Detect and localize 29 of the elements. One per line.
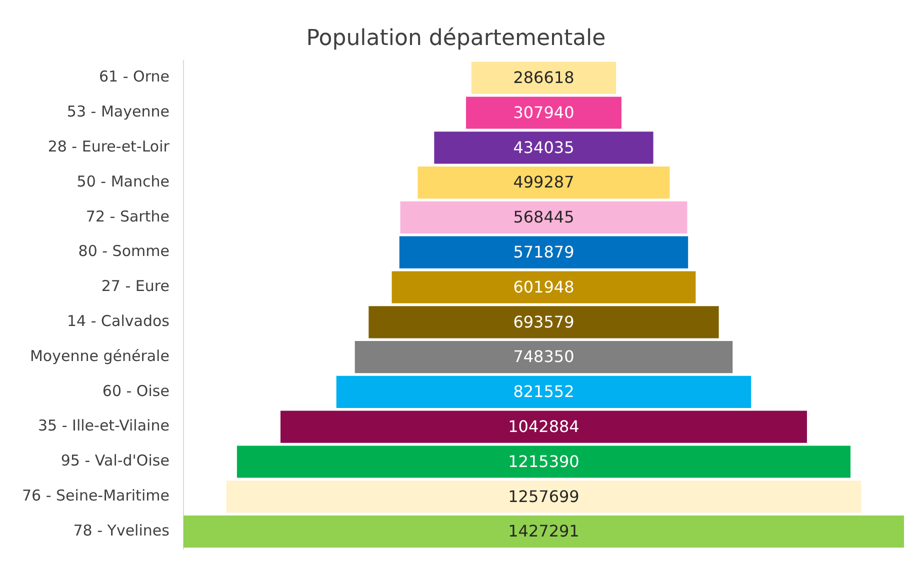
category-label: 14 - Calvados xyxy=(67,312,170,330)
data-label: 1215390 xyxy=(508,452,580,471)
data-label: 571879 xyxy=(513,242,574,262)
data-label: 748350 xyxy=(513,347,574,366)
category-label: 27 - Eure xyxy=(101,277,170,296)
category-label: 53 - Mayenne xyxy=(66,102,170,121)
category-label: 72 - Sarthe xyxy=(86,207,170,226)
data-label: 568445 xyxy=(513,208,574,227)
data-label: 1042884 xyxy=(508,417,580,436)
category-label: 35 - Ille-et-Vilaine xyxy=(38,416,170,435)
category-label: 60 - Oise xyxy=(102,382,170,400)
category-label: 95 - Val-d'Oise xyxy=(60,452,170,470)
category-label: 50 - Manche xyxy=(76,172,170,190)
data-label: 601948 xyxy=(513,277,574,296)
text: Population départementale xyxy=(306,26,606,51)
data-label: 286618 xyxy=(513,68,574,88)
category-label: 28 - Eure-et-Loir xyxy=(48,138,170,156)
data-label: 434035 xyxy=(513,138,574,157)
data-label: 821552 xyxy=(513,382,574,402)
category-label: 78 - Yvelines xyxy=(73,521,170,540)
data-label: 693579 xyxy=(513,312,574,332)
category-label: 76 - Seine-Maritime xyxy=(22,486,170,505)
category-label: 61 - Orne xyxy=(98,68,170,86)
data-label: 307940 xyxy=(513,102,574,122)
category-label: 80 - Somme xyxy=(78,242,170,260)
data-label: 1257699 xyxy=(508,486,580,506)
data-label: 1427291 xyxy=(508,522,580,541)
data-label: 499287 xyxy=(513,172,574,192)
category-label: Moyenne générale xyxy=(30,346,170,365)
